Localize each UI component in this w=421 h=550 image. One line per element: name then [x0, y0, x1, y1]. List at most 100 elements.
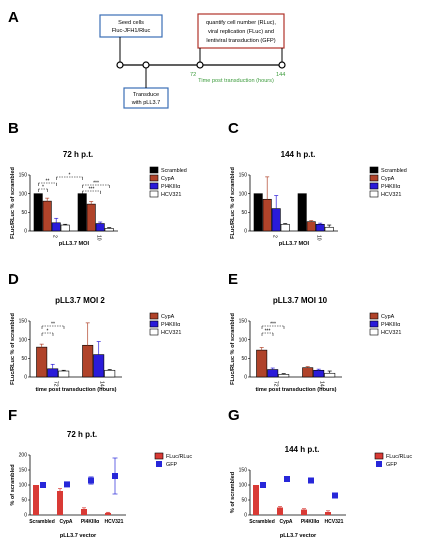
chart-c-legend-label-0: Scrambled	[381, 168, 407, 174]
chart-f-xtick-label-1: CypA	[59, 519, 72, 525]
chart-d-ytick-label-3: 150	[19, 319, 28, 325]
chart-d-bar-2-1	[104, 369, 116, 378]
chart-f-point-3	[112, 473, 118, 479]
chart-d-xtick-label-1: 144	[99, 381, 105, 390]
chart-d-legend-swatch-0	[149, 312, 159, 320]
seed-box-line-1: Seed cells	[118, 20, 144, 26]
chart-b-ylabel: FLuc/RLuc % of scrambled	[10, 167, 16, 239]
chart-b-xtick-label-0: 2	[52, 235, 58, 238]
chart-e-ytick-label-3: 150	[239, 319, 248, 325]
chart-b-bar-0-1	[77, 193, 87, 232]
chart-f-xtick-label-0: Scrambled	[29, 519, 55, 525]
chart-g-xtick-label-2: PI4KIIIα	[301, 519, 320, 525]
panel-label-c: C	[228, 120, 239, 137]
chart-g-ylabel: % of scrambled	[230, 471, 236, 513]
chart-g-xtick-label-1: CypA	[279, 519, 292, 525]
chart-b-bar-2-0	[51, 222, 61, 232]
chart-c-bar-3-0	[280, 223, 290, 232]
chart-c-legend-swatch-1	[369, 174, 379, 182]
quantify-box-line-2: viral replication (FLuc) and	[208, 29, 274, 35]
chart-f-point-0	[40, 482, 46, 488]
chart-f-legend-label-1: GFP	[166, 462, 177, 468]
panel-label-e: E	[228, 271, 238, 288]
chart-b-legend-label-3: HCV321	[161, 192, 181, 198]
chart-g-legend-swatch-1	[376, 461, 382, 467]
chart-b-sig-label-3: ***	[93, 181, 99, 187]
chart-f-xtick-label-2: PI4KIIIα	[81, 519, 100, 525]
panel-label-a: A	[8, 9, 19, 26]
chart-g-point-0	[260, 482, 266, 488]
chart-b-sig-label-4: ***	[89, 187, 95, 193]
chart-f-point-2	[88, 477, 94, 484]
chart-c-legend-swatch-0	[369, 166, 379, 174]
quantify-box	[197, 13, 285, 49]
chart-f-ytick-label-1: 50	[21, 498, 27, 504]
chart-e-ylabel: FLuc/RLuc % of scrambled	[230, 313, 236, 385]
chart-c-ylabel: FLuc/RLuc % of scrambled	[230, 167, 236, 239]
chart-e-ytick-label-0: 0	[244, 375, 247, 381]
chart-d-ytick-label-0: 0	[24, 375, 27, 381]
chart-g-point-2	[308, 477, 314, 484]
chart-b-sig-label-1: **	[46, 179, 50, 185]
chart-g-legend-label-1: GFP	[386, 462, 397, 468]
chart-b-bar-1-0	[42, 200, 52, 232]
chart-b-legend-swatch-3	[149, 190, 159, 198]
quantify-box-line-3: lentiviral transduction (GFP)	[206, 38, 275, 44]
chart-c-bar-2-1	[315, 223, 325, 232]
chart-b-bar-3-1	[104, 228, 114, 232]
chart-d-sig-label-1: **	[51, 322, 55, 328]
timeline-node-144	[278, 61, 286, 69]
chart-g: 144 h p.t. 0 50 100 150% of scrambled Scrambl…	[230, 445, 412, 539]
chart-d-legend-label-1: PI4KIIIα	[161, 322, 180, 328]
chart-f-legend-swatch-0	[154, 452, 164, 460]
chart-c-legend-label-2: PI4KIIIα	[381, 184, 400, 190]
chart-b-legend-swatch-0	[149, 166, 159, 174]
chart-g-point-1	[284, 476, 290, 482]
chart-e-bar-1-1	[313, 369, 325, 378]
chart-f-bar-3	[105, 512, 111, 515]
chart-e-legend-swatch-2	[369, 328, 379, 336]
chart-c-ytick-label-0: 0	[244, 229, 247, 235]
chart-g-legend-label-0: FLuc/RLuc	[386, 454, 412, 460]
chart-d-xtick-label-0: 72	[53, 381, 59, 387]
chart-g-ytick-label-3: 150	[239, 468, 248, 474]
chart-e-bar-2-1	[324, 372, 336, 378]
chart-c-bar-3-1	[324, 226, 334, 232]
chart-f-ylabel: % of scrambled	[10, 464, 16, 506]
chart-b-ytick-label-1: 50	[21, 210, 27, 216]
chart-b-sig-label-2: *	[69, 173, 71, 179]
chart-d-title: pLL3.7 MOI 2	[55, 296, 105, 305]
chart-g-bar-2	[301, 509, 307, 515]
transduce-box-line-2: with pLL3.7	[131, 100, 161, 106]
chart-c-title: 144 h p.t.	[281, 150, 316, 159]
chart-c-ytick-label-3: 150	[239, 173, 248, 179]
chart-f-legend-label-0: FLuc/RLuc	[166, 454, 192, 460]
chart-d-legend-label-0: CypA	[161, 314, 175, 320]
chart-e-sig-label-0: ***	[265, 329, 271, 335]
chart-b-legend-label-0: Scrambled	[161, 168, 187, 174]
chart-g-xtick-label-0: Scrambled	[249, 519, 275, 525]
chart-g-ytick-label-2: 100	[239, 483, 248, 489]
chart-b-xtick-label-1: 10	[96, 235, 102, 241]
chart-g-xtick-label-3: HCV321	[325, 519, 344, 525]
chart-f-xtick-label-3: HCV321	[105, 519, 124, 525]
chart-c-bar-2-0	[271, 208, 281, 232]
chart-b-title: 72 h p.t.	[63, 150, 93, 159]
chart-b-bar-2-1	[95, 223, 105, 232]
panel-label-g: G	[228, 407, 240, 424]
timeline-tick-144: 144	[276, 72, 285, 78]
chart-b-ytick-label-2: 100	[19, 191, 28, 197]
chart-b-legend-label-1: CypA	[161, 176, 175, 182]
timeline-tick-72: 72	[190, 72, 196, 78]
chart-c-bar-1-1	[306, 221, 316, 232]
chart-b-sig-label-0: *	[42, 185, 44, 191]
chart-f-ytick-label-4: 200	[19, 453, 28, 459]
chart-e-legend-label-0: CypA	[381, 314, 395, 320]
chart-c-ytick-label-2: 100	[239, 191, 248, 197]
schematic: Seed cells Fluc-JFH1/Rluc Transduce with…	[99, 13, 286, 109]
chart-d-bar-2-0	[58, 370, 70, 378]
chart-d-bar-0-0	[36, 346, 48, 378]
